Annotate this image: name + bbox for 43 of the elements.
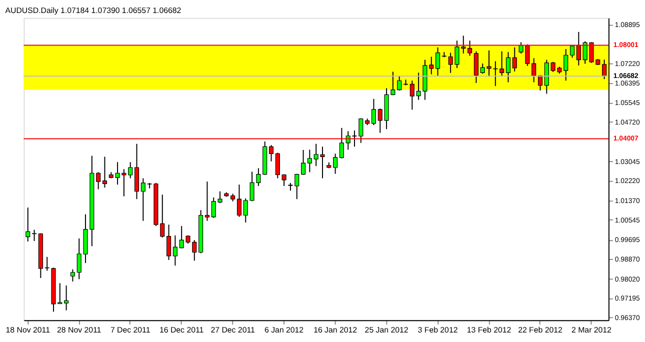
x-tick-label: 13 Feb 2012 [466,325,512,334]
candlestick [544,59,549,94]
candlestick [26,207,30,242]
candlestick [102,156,107,188]
x-tick-label: 18 Nov 2011 [6,325,50,334]
candlestick [70,268,75,282]
candlestick [570,44,575,58]
candlestick [300,149,306,176]
candlestick [128,162,133,179]
candlestick [602,59,607,80]
x-tick-label: 16 Dec 2011 [159,325,204,334]
candlestick [32,229,37,242]
candlestick [64,285,69,311]
candlestick [140,178,146,222]
x-tick-label: 6 Jan 2012 [264,325,304,334]
candlestick [435,46,440,77]
x-tick-label: 27 Dec 2011 [210,325,255,334]
x-tick-label: 3 Feb 2012 [418,325,458,334]
x-tick-label: 28 Nov 2011 [57,325,102,334]
candlestick [268,144,274,162]
x-tick-label: 7 Dec 2011 [110,325,150,334]
candlestick [307,149,312,173]
candlestick [236,184,242,218]
candlestick [166,224,172,260]
candlestick [474,50,478,84]
candlestick [339,127,344,159]
x-tick-label: 16 Jan 2012 [314,325,358,334]
candlestick [96,172,101,190]
candlestick [134,143,140,200]
candlestick [333,153,338,174]
candlestick [371,98,376,126]
candlestick [500,50,504,77]
candlestick [397,75,402,91]
candlestick [532,58,536,83]
candlestick [506,52,510,83]
candlestick [410,80,414,110]
chart-title: AUDUSD.Daily 1.07184 1.07390 1.06557 1.06682 [5,6,182,15]
x-tick-label: 25 Jan 2012 [364,325,408,334]
candlestick [275,152,280,179]
x-tick-label: 22 Feb 2012 [518,325,562,334]
candlestick [172,234,178,266]
candlestick [204,181,210,222]
x-tick-label: 2 Mar 2012 [572,325,612,334]
